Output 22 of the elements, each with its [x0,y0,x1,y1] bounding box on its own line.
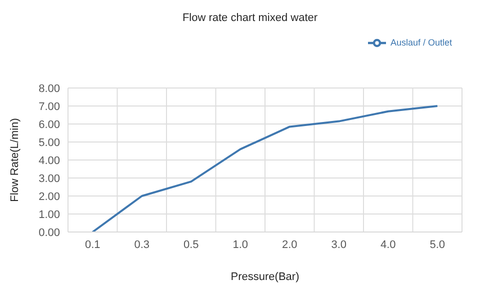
x-tick-label: 5.0 [430,238,446,251]
y-tick-label: 8.00 [38,82,60,95]
x-tick-label: 0.5 [183,238,199,251]
y-tick-label: 4.00 [38,154,60,167]
chart-title: Flow rate chart mixed water [181,12,319,24]
legend-label: Auslauf / Outlet [390,37,452,48]
x-tick-label: 3.0 [331,238,347,251]
y-tick-label: 3.00 [38,172,60,185]
y-tick-label: 1.00 [38,208,60,221]
y-tick-label: 2.00 [38,190,60,203]
x-tick-label: 1.0 [232,238,248,251]
y-tick-label: 0.00 [38,226,60,239]
y-tick-label: 7.00 [38,100,60,113]
x-tick-label: 2.0 [282,238,298,251]
x-tick-label: 4.0 [380,238,396,251]
x-tick-label: 0.1 [84,238,100,251]
y-tick-label: 6.00 [38,118,60,131]
y-axis-title: Flow Rate(L/min) [8,118,21,202]
y-tick-label: 5.00 [38,136,60,149]
x-axis-title: Pressure(Bar) [230,271,300,283]
x-tick-label: 0.3 [134,238,150,251]
line-series [92,105,438,232]
